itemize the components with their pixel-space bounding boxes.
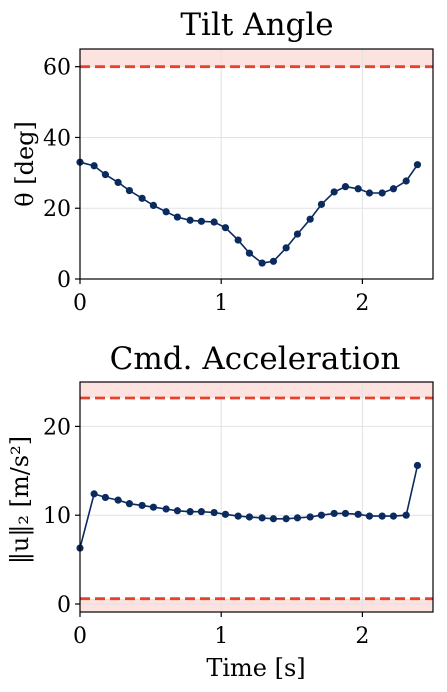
constraint-band-layer [80, 382, 433, 612]
data-point [413, 461, 422, 470]
grid-layer [80, 382, 433, 612]
y-tick-label: 60 [43, 56, 71, 81]
data-point [293, 230, 302, 238]
data-point [186, 216, 194, 224]
series-layer [76, 158, 422, 267]
data-point [138, 194, 146, 202]
constraint-region [80, 49, 433, 67]
data-point [378, 189, 386, 197]
data-point [210, 218, 218, 226]
x-tick-label: 2 [355, 291, 369, 316]
data-point [365, 189, 374, 197]
x-tick-label: 1 [214, 624, 228, 649]
data-point [378, 512, 386, 520]
data-point [234, 512, 242, 520]
data-point [162, 208, 170, 216]
data-point [365, 512, 374, 520]
data-point [186, 508, 194, 516]
data-point [389, 185, 398, 193]
y-tick-label: 20 [43, 415, 71, 440]
data-point [389, 512, 398, 520]
data-point [234, 236, 242, 244]
data-point [101, 171, 110, 179]
data-point [354, 510, 362, 518]
x-axis-label: Time [s] [206, 654, 305, 682]
data-point [413, 161, 422, 169]
x-tick-label: 1 [214, 291, 228, 316]
data-point [101, 493, 110, 502]
data-point [114, 178, 122, 186]
data-point [258, 514, 266, 522]
plot-frame [79, 48, 434, 280]
y-tick-label: 10 [43, 504, 71, 529]
grid-layer [80, 49, 433, 280]
data-point [245, 513, 254, 521]
data-point [282, 515, 290, 523]
data-point [330, 509, 338, 518]
data-point [330, 188, 338, 196]
data-point [317, 511, 326, 519]
y-tick-label: 20 [43, 197, 71, 222]
data-point [221, 510, 230, 518]
x-tick-label: 0 [73, 624, 87, 649]
data-point [114, 496, 122, 504]
y-axis-label: θ [deg] [11, 121, 39, 207]
data-point [293, 514, 302, 522]
data-point [125, 500, 134, 508]
constraint-region [80, 382, 433, 398]
data-point [402, 177, 410, 185]
data-point [173, 213, 182, 221]
constraint-region [80, 598, 433, 612]
data-point [162, 505, 170, 513]
data-point [245, 249, 254, 257]
plot-frame [79, 381, 434, 613]
data-point [282, 244, 290, 252]
data-point [90, 162, 98, 170]
y-tick-label: 0 [57, 268, 71, 293]
data-point [90, 490, 98, 498]
data-point [306, 513, 314, 521]
y-axis-label: ‖u‖₂ [m/s²] [6, 436, 35, 564]
data-point [197, 508, 206, 516]
data-point [341, 509, 350, 518]
data-point [269, 257, 278, 265]
y-tick-label: 40 [43, 126, 71, 151]
x-tick-label: 2 [355, 624, 369, 649]
series-line [79, 161, 419, 264]
data-point [258, 259, 266, 267]
data-point [341, 183, 350, 191]
data-point [317, 200, 326, 208]
data-point [138, 501, 146, 510]
data-point [269, 515, 278, 523]
chart-title: Cmd. Acceleration [110, 341, 401, 377]
x-tick-label: 0 [73, 291, 87, 316]
chart-title: Tilt Angle [180, 7, 333, 43]
data-point [402, 511, 410, 519]
data-point [221, 224, 230, 232]
data-point [306, 215, 314, 223]
data-point [149, 503, 158, 511]
data-point [173, 507, 182, 515]
series-layer [76, 461, 422, 552]
limit-line-layer [80, 396, 433, 601]
data-point [210, 508, 218, 517]
data-point [149, 201, 158, 209]
data-point [354, 185, 362, 193]
data-point [125, 186, 134, 195]
data-point [197, 217, 206, 225]
constraint-band-layer [80, 49, 433, 67]
y-tick-label: 0 [57, 593, 71, 618]
